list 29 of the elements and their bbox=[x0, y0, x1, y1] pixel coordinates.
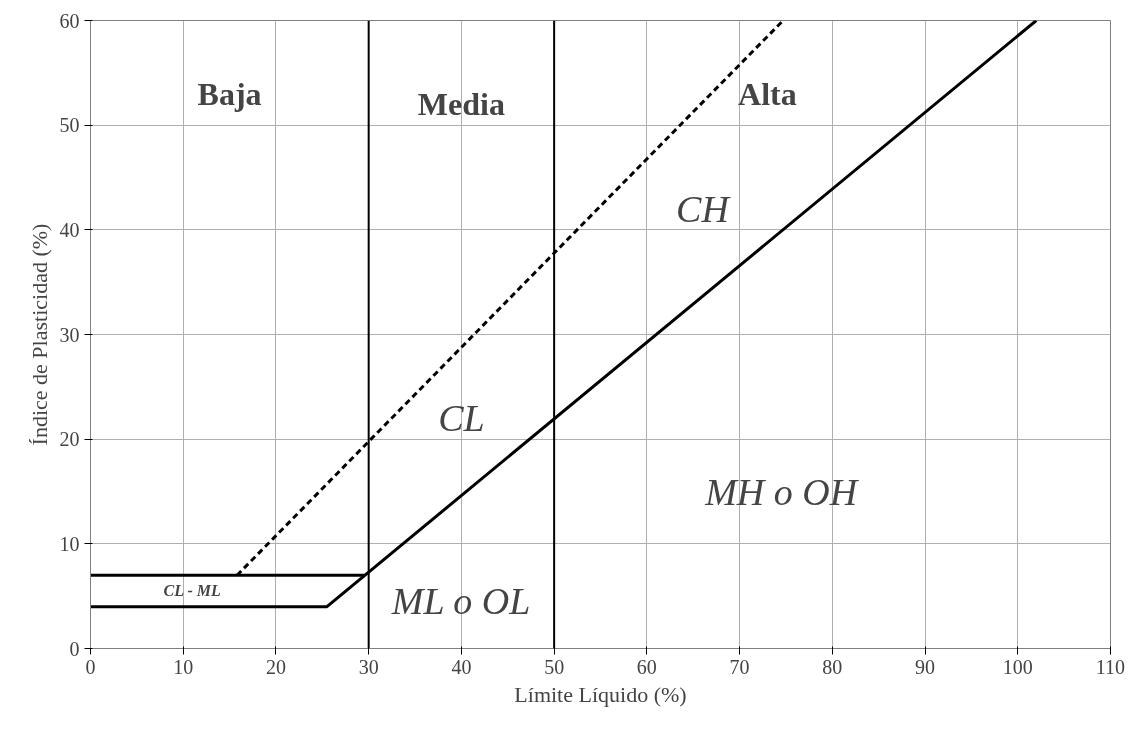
x-axis-title: Límite Líquido (%) bbox=[514, 681, 687, 707]
y-axis-title: Índice de Plasticidad (%) bbox=[26, 223, 52, 446]
x-tick-label: 70 bbox=[729, 655, 750, 678]
annotation: Baja bbox=[197, 75, 262, 112]
y-tick-label: 0 bbox=[69, 637, 80, 660]
x-tick-label: 100 bbox=[1002, 655, 1033, 678]
x-tick-label: 20 bbox=[265, 655, 286, 678]
annotation: ML o OL bbox=[390, 580, 531, 623]
x-tick-label: 0 bbox=[85, 655, 96, 678]
annotation: CL bbox=[438, 397, 485, 440]
x-tick-label: 30 bbox=[358, 655, 379, 678]
x-tick-label: 40 bbox=[451, 655, 472, 678]
x-tick-label: 60 bbox=[636, 655, 657, 678]
y-tick-label: 60 bbox=[59, 9, 80, 32]
x-tick-label: 80 bbox=[822, 655, 843, 678]
annotation: CL - ML bbox=[163, 582, 222, 600]
annotation: MH o OH bbox=[704, 470, 860, 513]
y-tick-label: 50 bbox=[59, 114, 80, 137]
y-tick-label: 10 bbox=[59, 532, 80, 555]
annotation: CH bbox=[676, 187, 732, 230]
y-tick-label: 30 bbox=[59, 323, 80, 346]
x-tick-label: 90 bbox=[915, 655, 936, 678]
annotation: Media bbox=[417, 86, 505, 123]
annotation: Alta bbox=[738, 75, 797, 112]
y-tick-label: 40 bbox=[59, 218, 80, 241]
x-tick-label: 110 bbox=[1095, 655, 1126, 678]
x-tick-label: 50 bbox=[544, 655, 565, 678]
x-tick-label: 10 bbox=[173, 655, 194, 678]
y-tick-label: 20 bbox=[59, 428, 80, 451]
